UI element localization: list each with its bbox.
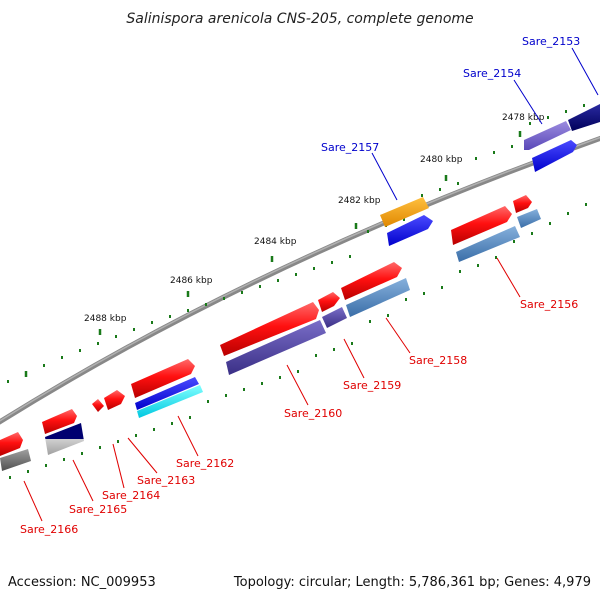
outer-major-ticks — [24, 131, 522, 377]
gene-sare-2153[interactable] — [568, 104, 600, 131]
leader-sare-2162 — [177, 415, 199, 457]
leader-sare-2159 — [343, 338, 365, 379]
gene-sare-2166[interactable] — [0, 449, 31, 471]
label-sare-2159[interactable]: Sare_2159 — [343, 379, 401, 392]
leader-sare-2165 — [72, 459, 94, 502]
label-sare-2160[interactable]: Sare_2160 — [284, 407, 342, 420]
gene-red-2162[interactable] — [131, 359, 195, 398]
label-sare-2165[interactable]: Sare_2165 — [69, 503, 127, 516]
gene-red-2156a[interactable] — [451, 206, 512, 245]
genome-summary-text: Topology: circular; Length: 5,786,361 bp… — [233, 575, 591, 590]
label-sare-2157[interactable]: Sare_2157 — [321, 141, 379, 154]
scale-label-2482: 2482 kbp — [338, 196, 381, 206]
gene-sare-2157[interactable] — [380, 197, 429, 227]
map-title: Salinispora arenicola CNS-205, complete … — [126, 11, 473, 27]
gene-cyan-2162[interactable] — [137, 385, 203, 418]
label-sare-2158[interactable]: Sare_2158 — [409, 354, 467, 367]
leader-sare-2153 — [571, 47, 599, 96]
label-sare-2166[interactable]: Sare_2166 — [20, 523, 78, 536]
inner-tick-ring — [9, 203, 587, 479]
label-sare-2154[interactable]: Sare_2154 — [463, 67, 521, 80]
outer-tick-ring — [7, 104, 585, 383]
gene-steel-2156b[interactable] — [517, 209, 541, 228]
gene-sare-2162[interactable] — [135, 377, 199, 410]
gene-red-2165[interactable] — [42, 409, 77, 434]
gene-sare-2164[interactable] — [92, 399, 104, 412]
leader-sare-2164 — [112, 443, 125, 489]
scale-label-2486: 2486 kbp — [170, 276, 213, 286]
gene-sare-2159[interactable] — [322, 307, 347, 328]
leader-sare-2158 — [385, 317, 411, 354]
label-sare-2163[interactable]: Sare_2163 — [137, 474, 195, 487]
gene-red-2160[interactable] — [220, 302, 319, 356]
gene-red-2156b[interactable] — [513, 195, 532, 213]
genome-backbone — [0, 135, 600, 425]
scale-label-2488: 2488 kbp — [84, 314, 127, 324]
label-sare-2164[interactable]: Sare_2164 — [102, 489, 160, 502]
leader-sare-2166 — [23, 480, 43, 522]
gene-sare-2158[interactable] — [346, 278, 410, 317]
leader-sare-2160 — [286, 364, 309, 406]
leader-sare-2156 — [496, 257, 521, 298]
leader-sare-2163 — [127, 437, 158, 474]
scale-label-2478: 2478 kbp — [502, 113, 545, 123]
leader-lines — [23, 47, 599, 522]
gene-sare-2163[interactable] — [104, 390, 125, 410]
leader-sare-2154 — [513, 79, 543, 125]
gene-sare-2154[interactable] — [524, 121, 571, 150]
gene-red-2158[interactable] — [341, 262, 402, 300]
gene-sare-2156[interactable] — [456, 226, 520, 262]
gene-sare-2165[interactable] — [45, 423, 84, 455]
gene-red-2166[interactable] — [0, 432, 23, 456]
gene-blue-2157[interactable] — [387, 215, 433, 246]
leader-sare-2157 — [371, 152, 398, 201]
genome-backbone-highlight — [0, 136, 600, 422]
label-sare-2153[interactable]: Sare_2153 — [522, 35, 580, 48]
gene-red-2159[interactable] — [318, 292, 340, 312]
scale-label-2484: 2484 kbp — [254, 237, 297, 247]
gene-sare-2160[interactable] — [226, 320, 326, 375]
label-sare-2162[interactable]: Sare_2162 — [176, 457, 234, 470]
accession-text: Accession: NC_009953 — [8, 575, 156, 590]
scale-label-2480: 2480 kbp — [420, 155, 463, 165]
gene-blue-2154[interactable] — [532, 140, 577, 172]
label-sare-2156[interactable]: Sare_2156 — [520, 298, 578, 311]
